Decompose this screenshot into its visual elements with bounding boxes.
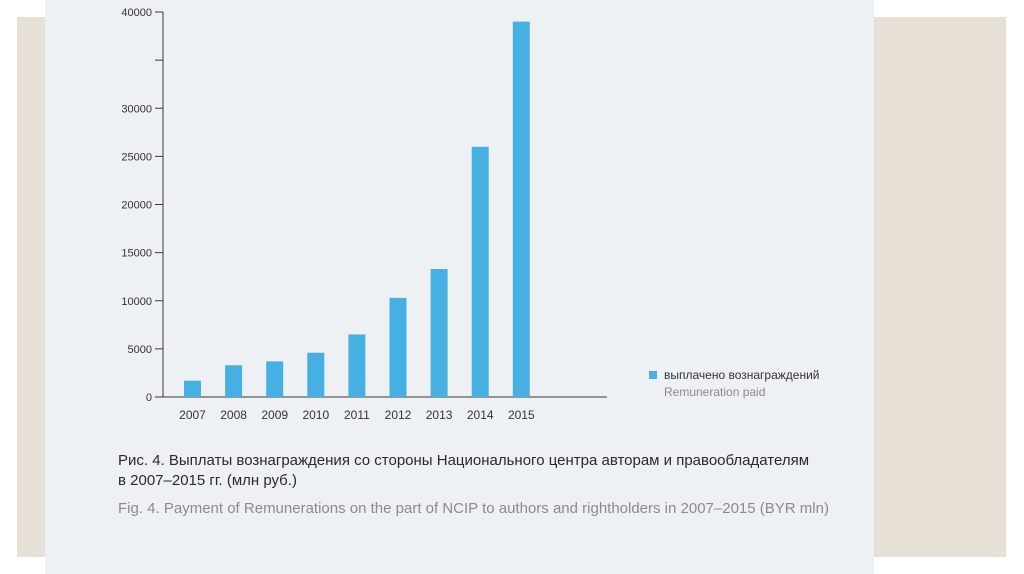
x-tick-label: 2011	[344, 408, 370, 422]
x-tick-label: 2008	[220, 408, 247, 422]
bar-2012	[389, 297, 407, 397]
bar-2014	[471, 146, 489, 397]
y-tick-label: 5000	[128, 344, 152, 356]
y-ticks: 0 5000 10000 15000 20000 25000 30000 40000	[121, 7, 163, 404]
figure-panel	[45, 0, 874, 574]
bar-2010	[307, 352, 325, 397]
frame-left-edge	[17, 17, 45, 557]
bar-2008	[225, 365, 243, 397]
legend-swatch	[649, 371, 657, 379]
y-tick-label: 30000	[121, 103, 152, 115]
caption-ru-line-1: Рис. 4. Выплаты вознаграждения со сторон…	[118, 452, 810, 469]
y-tick-label: 25000	[121, 151, 152, 163]
bar-2015	[512, 21, 530, 397]
x-tick-label: 2014	[467, 408, 494, 422]
x-tick-label: 2009	[261, 408, 288, 422]
legend-label-en: Remuneration paid	[664, 385, 766, 399]
caption-en: Fig. 4. Payment of Remunerations on the …	[118, 500, 829, 517]
x-tick-label: 2007	[179, 408, 206, 422]
x-tick-labels: 2007 2008 2009 2010 2011 2012 2013 2014 2015	[179, 408, 535, 422]
x-tick-label: 2013	[426, 408, 453, 422]
bars	[184, 21, 530, 397]
x-tick-label: 2010	[302, 408, 329, 422]
bar-2013	[430, 268, 448, 397]
caption-ru-line-2: в 2007–2015 гг. (млн руб.)	[118, 472, 297, 489]
y-tick-label: 15000	[121, 248, 152, 260]
x-tick-label: 2015	[508, 408, 535, 422]
frame-right-edge	[874, 17, 1006, 557]
y-tick-label: 20000	[121, 200, 152, 212]
y-tick-label: 10000	[121, 296, 152, 308]
bar-2007	[184, 380, 201, 397]
bar-2009	[266, 361, 284, 397]
y-tick-label: 40000	[121, 7, 152, 19]
legend-label-ru: выплачено вознаграждений	[664, 368, 820, 382]
x-tick-label: 2012	[385, 408, 412, 422]
bar-2011	[348, 334, 366, 397]
y-tick-label: 0	[146, 392, 152, 404]
